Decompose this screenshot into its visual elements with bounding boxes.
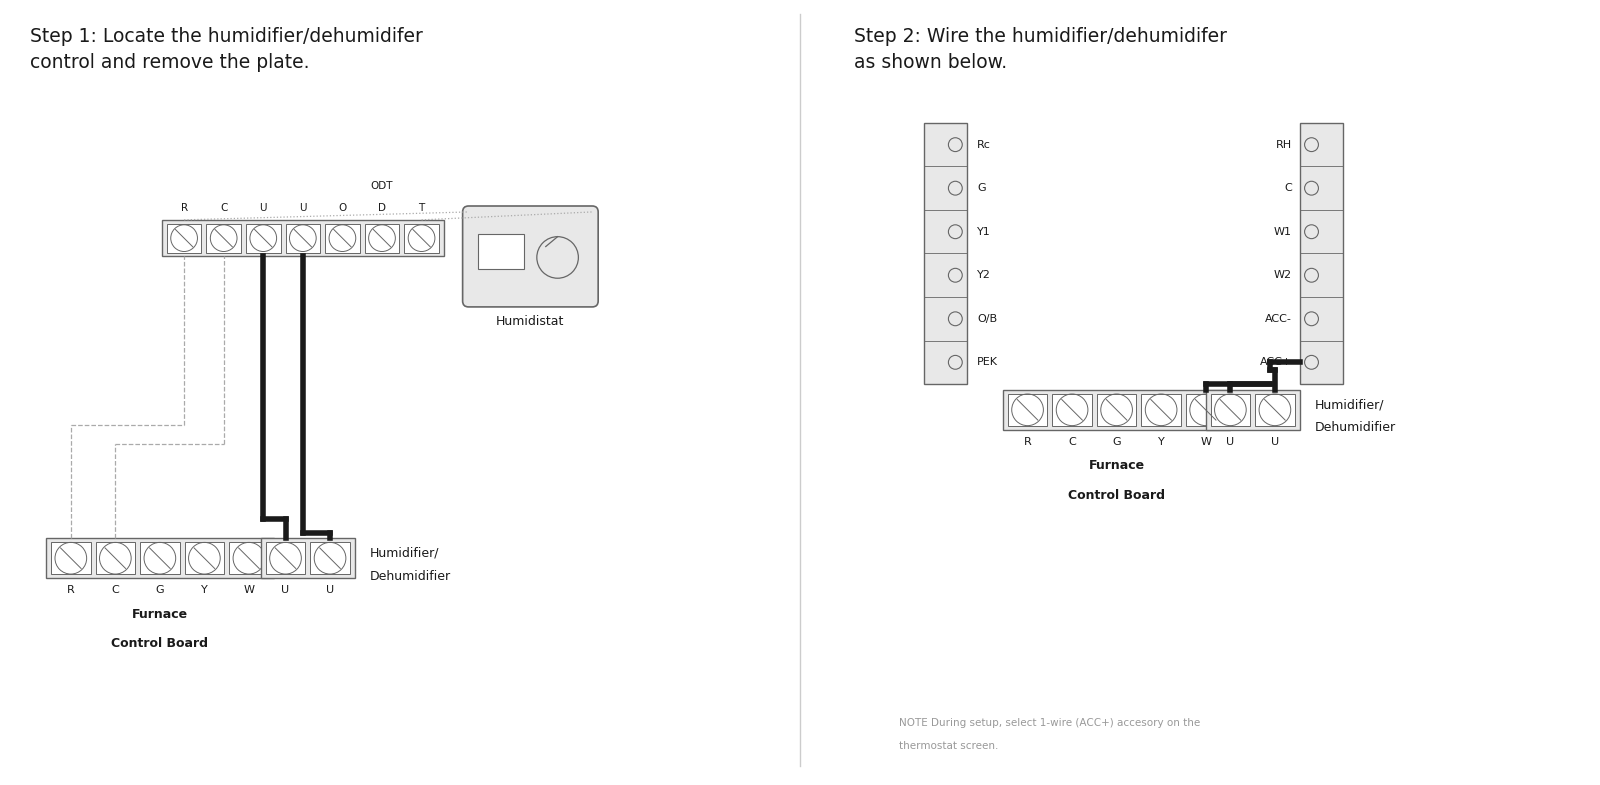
Text: PEK: PEK [978, 357, 998, 367]
Text: R: R [1024, 436, 1032, 447]
Text: Furnace: Furnace [131, 608, 187, 621]
Text: Rc: Rc [978, 140, 990, 150]
Text: U: U [259, 203, 267, 213]
FancyBboxPatch shape [46, 539, 274, 578]
FancyBboxPatch shape [206, 224, 242, 253]
FancyBboxPatch shape [246, 224, 280, 253]
FancyBboxPatch shape [96, 542, 134, 574]
Text: Step 2: Wire the humidifier/dehumidifer
as shown below.: Step 2: Wire the humidifier/dehumidifer … [854, 27, 1227, 71]
FancyBboxPatch shape [325, 224, 360, 253]
Text: W1: W1 [1274, 227, 1291, 237]
Text: Y: Y [1158, 436, 1165, 447]
Text: Control Board: Control Board [112, 637, 208, 651]
Text: W2: W2 [1274, 270, 1291, 280]
Text: T: T [419, 203, 424, 213]
Text: ODT: ODT [371, 181, 394, 192]
Text: NOTE During setup, select 1-wire (ACC+) accesory on the: NOTE During setup, select 1-wire (ACC+) … [899, 718, 1200, 728]
FancyBboxPatch shape [1206, 390, 1299, 429]
Text: G: G [978, 183, 986, 193]
Text: U: U [326, 585, 334, 595]
Text: D: D [378, 203, 386, 213]
FancyBboxPatch shape [365, 224, 400, 253]
Text: W: W [243, 585, 254, 595]
Text: RH: RH [1275, 140, 1291, 150]
Text: U: U [1270, 436, 1278, 447]
FancyBboxPatch shape [1299, 123, 1342, 384]
Text: Y2: Y2 [978, 270, 990, 280]
FancyBboxPatch shape [1141, 394, 1181, 425]
Text: C: C [1069, 436, 1075, 447]
FancyBboxPatch shape [478, 234, 523, 269]
FancyBboxPatch shape [166, 224, 202, 253]
Text: Humidistat: Humidistat [496, 315, 565, 328]
Text: thermostat screen.: thermostat screen. [899, 741, 998, 751]
Text: Y: Y [202, 585, 208, 595]
FancyBboxPatch shape [266, 542, 306, 574]
FancyBboxPatch shape [1008, 394, 1048, 425]
Text: O: O [338, 203, 347, 213]
FancyBboxPatch shape [1254, 394, 1294, 425]
Text: C: C [219, 203, 227, 213]
Text: Dehumidifier: Dehumidifier [370, 570, 451, 582]
Text: ACC-: ACC- [1266, 314, 1291, 323]
Text: G: G [1112, 436, 1122, 447]
Text: Y1: Y1 [978, 227, 990, 237]
FancyBboxPatch shape [405, 224, 438, 253]
FancyBboxPatch shape [1211, 394, 1250, 425]
FancyBboxPatch shape [1053, 394, 1091, 425]
Text: Step 1: Locate the humidifier/dehumidifer
control and remove the plate.: Step 1: Locate the humidifier/dehumidife… [30, 27, 422, 71]
FancyBboxPatch shape [141, 542, 179, 574]
Text: R: R [181, 203, 187, 213]
FancyBboxPatch shape [285, 224, 320, 253]
FancyBboxPatch shape [1186, 394, 1226, 425]
Text: W: W [1200, 436, 1211, 447]
Text: Furnace: Furnace [1088, 459, 1144, 473]
FancyBboxPatch shape [162, 220, 443, 257]
Text: C: C [112, 585, 120, 595]
FancyBboxPatch shape [923, 123, 968, 384]
Text: O/B: O/B [978, 314, 997, 323]
Text: C: C [1283, 183, 1291, 193]
Text: Control Board: Control Board [1069, 489, 1165, 502]
Text: ACC+: ACC+ [1259, 357, 1291, 367]
Text: Humidifier/: Humidifier/ [370, 547, 438, 560]
Text: U: U [282, 585, 290, 595]
FancyBboxPatch shape [1003, 390, 1230, 429]
Text: Dehumidifier: Dehumidifier [1315, 421, 1395, 434]
Text: Humidifier/: Humidifier/ [1315, 398, 1384, 411]
FancyBboxPatch shape [310, 542, 350, 574]
FancyBboxPatch shape [1098, 394, 1136, 425]
FancyBboxPatch shape [229, 542, 269, 574]
Text: G: G [155, 585, 165, 595]
FancyBboxPatch shape [261, 539, 355, 578]
Text: U: U [299, 203, 307, 213]
FancyBboxPatch shape [184, 542, 224, 574]
FancyBboxPatch shape [51, 542, 91, 574]
Text: R: R [67, 585, 75, 595]
Text: U: U [1226, 436, 1235, 447]
FancyBboxPatch shape [462, 206, 598, 307]
